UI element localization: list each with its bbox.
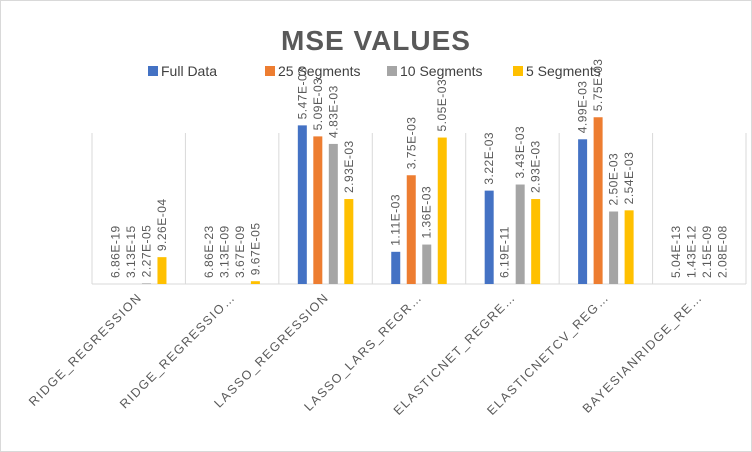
category-separators	[91, 133, 747, 285]
data-label-10-segments-ridge-regression: 2.27E-05	[139, 225, 153, 278]
bar-5-segments-elasticnetcv-reg	[624, 210, 634, 284]
legend-swatch-25-segments	[265, 66, 275, 76]
bar-5-segments-lasso-regression	[344, 199, 354, 284]
data-labels-group: 6.86E-19 3.13E-15 2.27E-05 9.26E-04 6.86E-23…	[108, 59, 729, 278]
data-label-5-segments-elasticnet-regre: 2.93E-03	[529, 140, 543, 193]
legend-swatch-full-data	[148, 66, 158, 76]
data-label-5-segments-ridge-regression: 9.26E-04	[155, 198, 169, 251]
data-label-full-data-lasso-regression: 5.47E-03	[295, 67, 309, 120]
data-label-full-data-ridge-regression: 6.86E-19	[108, 225, 122, 278]
data-label-10-segments-lasso-lars-regr: 1.36E-03	[420, 186, 434, 239]
data-label-25-segments-elasticnetcv-reg: 5.75E-03	[591, 59, 605, 112]
bar-full-data-lasso-regression	[297, 125, 307, 285]
data-label-25-segments-ridge-regression: 3.13E-15	[124, 225, 138, 278]
data-label-25-segments-lasso-regression: 5.09E-03	[311, 78, 325, 131]
data-label-full-data-elasticnet-regre: 3.22E-03	[482, 132, 496, 185]
data-label-5-segments-ridge-regressio: 9.67E-05	[248, 222, 262, 275]
bar-10-segments-ridge-regression	[141, 283, 151, 284]
bar-full-data-elasticnet-regre	[484, 190, 494, 284]
data-label-10-segments-bayesianridge-re: 2.15E-09	[700, 225, 714, 278]
data-label-5-segments-lasso-regression: 2.93E-03	[342, 140, 356, 193]
data-label-25-segments-elasticnet-regre: 6.19E-11	[498, 226, 512, 278]
data-label-10-segments-lasso-regression: 4.83E-03	[326, 85, 340, 138]
legend-label-10-segments: 10 Segments	[400, 63, 483, 79]
bar-5-segments-lasso-lars-regr	[437, 137, 447, 284]
legend-label-5-segments: 5 Segments	[526, 63, 601, 79]
bar-25-segments-lasso-lars-regr	[406, 175, 416, 284]
bar-full-data-lasso-lars-regr	[391, 251, 401, 284]
bars-group	[141, 117, 634, 285]
bar-10-segments-elasticnetcv-reg	[609, 211, 619, 284]
legend-label-25-segments: 25 Segments	[278, 63, 361, 79]
data-label-10-segments-elasticnet-regre: 3.43E-03	[513, 126, 527, 179]
data-label-5-segments-elasticnetcv-reg: 2.54E-03	[622, 152, 636, 205]
bar-10-segments-lasso-regression	[328, 143, 338, 284]
legend-swatch-10-segments	[387, 66, 397, 76]
data-label-5-segments-lasso-lars-regr: 5.05E-03	[435, 79, 449, 132]
bar-25-segments-lasso-regression	[313, 136, 323, 284]
bar-25-segments-elasticnetcv-reg	[593, 117, 603, 284]
data-label-full-data-bayesianridge-re: 5.04E-13	[669, 225, 683, 278]
data-label-10-segments-elasticnetcv-reg: 2.50E-03	[607, 153, 621, 206]
data-label-25-segments-bayesianridge-re: 1.43E-12	[685, 225, 699, 278]
bar-5-segments-ridge-regression	[157, 257, 167, 284]
bar-5-segments-elasticnet-regre	[531, 199, 541, 284]
bar-10-segments-lasso-lars-regr	[422, 244, 432, 284]
data-label-25-segments-ridge-regressio: 3.13E-09	[217, 225, 231, 278]
legend-swatch-5-segments	[513, 66, 523, 76]
legend: Full Data 25 Segments 10 Segments 5 Segment…	[148, 63, 601, 79]
data-label-10-segments-ridge-regressio: 3.67E-09	[233, 225, 247, 278]
bar-5-segments-ridge-regressio	[250, 281, 260, 284]
data-label-full-data-elasticnetcv-reg: 4.99E-03	[576, 81, 590, 134]
data-label-25-segments-lasso-lars-regr: 3.75E-03	[404, 117, 418, 170]
bar-full-data-elasticnetcv-reg	[578, 139, 588, 284]
legend-label-full-data: Full Data	[161, 63, 217, 79]
data-label-full-data-lasso-lars-regr: 1.11E-03	[389, 194, 403, 246]
bar-10-segments-elasticnet-regre	[515, 184, 525, 284]
chart-title: MSE VALUES	[281, 25, 471, 56]
data-label-full-data-ridge-regressio: 6.86E-23	[202, 225, 216, 278]
data-label-5-segments-bayesianridge-re: 2.08E-08	[716, 225, 730, 278]
